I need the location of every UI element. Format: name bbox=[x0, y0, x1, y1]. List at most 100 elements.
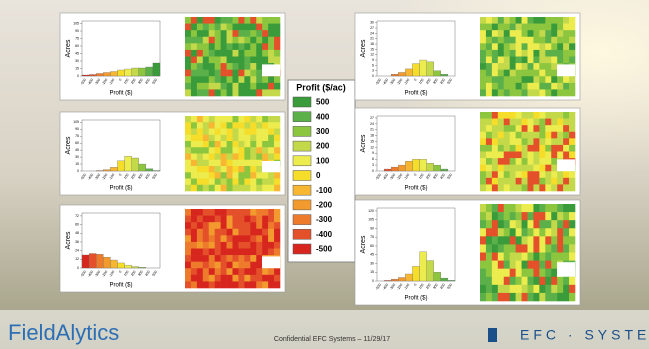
map-cell bbox=[528, 138, 534, 145]
partner-logo: EFC · SYSTEMS bbox=[520, 327, 649, 343]
map-cell bbox=[498, 269, 504, 277]
map-cell bbox=[516, 165, 522, 172]
map-cell bbox=[250, 37, 256, 44]
map-cell bbox=[203, 70, 209, 77]
map-cell bbox=[486, 57, 492, 64]
map-cell bbox=[185, 222, 191, 229]
map-cell bbox=[557, 293, 563, 301]
map-cell bbox=[215, 24, 221, 31]
y-tick-label: 60 bbox=[75, 141, 79, 145]
map-cell bbox=[569, 285, 575, 293]
map-cell bbox=[551, 261, 557, 269]
map-cell bbox=[262, 229, 268, 236]
map-cell bbox=[185, 185, 191, 192]
map-cell bbox=[522, 158, 528, 165]
bar bbox=[434, 272, 441, 281]
map-cell bbox=[504, 178, 510, 185]
map-cell bbox=[227, 242, 233, 249]
bar bbox=[110, 260, 117, 268]
map-cell bbox=[262, 30, 268, 37]
map-cell bbox=[492, 76, 498, 83]
bar bbox=[117, 161, 124, 171]
map-cell bbox=[233, 83, 239, 90]
map-cell bbox=[244, 147, 250, 154]
map-cell bbox=[486, 158, 492, 165]
map-cell bbox=[197, 255, 203, 262]
map-cell bbox=[539, 285, 545, 293]
map-cell bbox=[480, 236, 486, 244]
bar bbox=[391, 74, 398, 76]
map-cell bbox=[533, 228, 539, 236]
map-cell bbox=[250, 172, 256, 179]
map-cell bbox=[504, 138, 510, 145]
map-cell bbox=[522, 119, 528, 126]
map-cell bbox=[233, 17, 239, 24]
map-cell bbox=[233, 268, 239, 275]
map-cell bbox=[191, 235, 197, 242]
bar bbox=[427, 261, 434, 281]
map-cell bbox=[480, 178, 486, 185]
map-cell bbox=[539, 37, 545, 44]
map-cell bbox=[274, 116, 280, 123]
map-cell bbox=[492, 285, 498, 293]
map-cell bbox=[197, 129, 203, 136]
map-cell bbox=[498, 244, 504, 252]
map-cell bbox=[563, 50, 569, 57]
map-cell bbox=[203, 154, 209, 161]
map-cell bbox=[492, 145, 498, 152]
map-cell bbox=[274, 122, 280, 129]
map-cell bbox=[250, 268, 256, 275]
map-cell bbox=[256, 43, 262, 50]
map-cell bbox=[492, 138, 498, 145]
map-cell bbox=[498, 212, 504, 220]
map-cell bbox=[191, 63, 197, 70]
y-tick-label: 18 bbox=[370, 42, 374, 46]
map-cell bbox=[569, 138, 575, 145]
map-cell bbox=[528, 50, 534, 57]
map-cell bbox=[203, 129, 209, 136]
map-cell bbox=[504, 43, 510, 50]
map-cell bbox=[197, 89, 203, 96]
map-cell bbox=[233, 63, 239, 70]
map-cell bbox=[545, 293, 551, 301]
map-cell bbox=[244, 154, 250, 161]
map-cell bbox=[256, 24, 262, 31]
map-cell bbox=[510, 30, 516, 37]
map-cell bbox=[209, 24, 215, 31]
map-cell bbox=[486, 212, 492, 220]
map-cell bbox=[203, 281, 209, 288]
map-cell bbox=[528, 184, 534, 191]
map-cell bbox=[522, 112, 528, 119]
map-cell bbox=[533, 125, 539, 132]
map-cell bbox=[569, 212, 575, 220]
map-cell bbox=[203, 222, 209, 229]
map-cell bbox=[492, 277, 498, 285]
map-cell bbox=[510, 24, 516, 31]
map-cell bbox=[533, 24, 539, 31]
map-cell bbox=[250, 281, 256, 288]
map-cell bbox=[233, 24, 239, 31]
map-cell bbox=[551, 293, 557, 301]
y-tick-label: 30 bbox=[75, 59, 79, 63]
map-cell bbox=[268, 30, 274, 37]
map-cell bbox=[262, 24, 268, 31]
map-cell bbox=[563, 125, 569, 132]
map-cell bbox=[233, 275, 239, 282]
map-cell bbox=[250, 24, 256, 31]
map-cell bbox=[244, 63, 250, 70]
map-cell bbox=[545, 70, 551, 77]
map-cell bbox=[545, 212, 551, 220]
map-cell bbox=[545, 145, 551, 152]
map-cell bbox=[539, 30, 545, 37]
map-cell bbox=[209, 268, 215, 275]
map-cell bbox=[209, 30, 215, 37]
map-cell bbox=[480, 204, 486, 212]
map-cell bbox=[539, 171, 545, 178]
map-cell bbox=[557, 204, 563, 212]
map-cell bbox=[215, 179, 221, 186]
y-tick-label: 60 bbox=[75, 223, 79, 227]
map-cell bbox=[563, 30, 569, 37]
map-cell bbox=[551, 37, 557, 44]
map-cell bbox=[486, 178, 492, 185]
map-cell bbox=[533, 119, 539, 126]
